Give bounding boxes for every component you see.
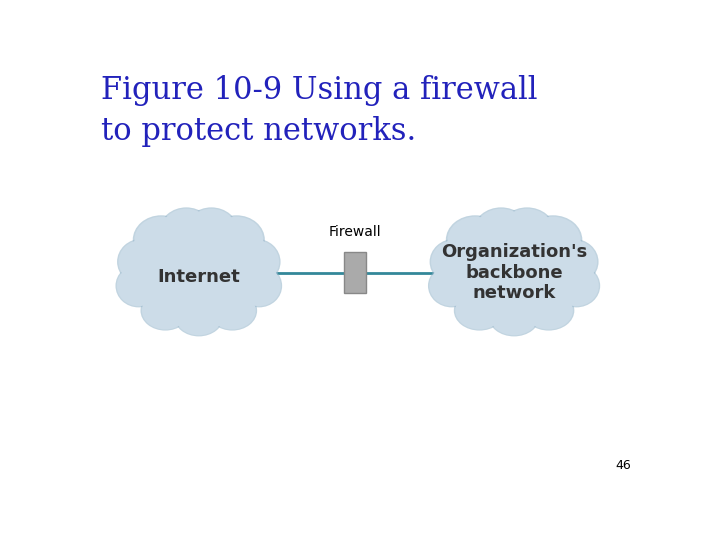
Text: Figure 10-9 Using a firewall
to protect networks.: Figure 10-9 Using a firewall to protect … [101,75,538,147]
Ellipse shape [500,207,554,254]
Ellipse shape [431,240,480,284]
Ellipse shape [488,296,540,336]
Text: Organization's
backbone
network: Organization's backbone network [441,243,588,302]
Ellipse shape [526,217,580,263]
Ellipse shape [547,239,598,285]
Ellipse shape [238,266,281,306]
Ellipse shape [448,217,580,328]
Ellipse shape [501,208,553,252]
Ellipse shape [160,207,213,254]
Ellipse shape [135,217,263,328]
Text: Internet: Internet [158,268,240,286]
Ellipse shape [554,266,599,306]
Ellipse shape [475,208,527,252]
Ellipse shape [231,239,281,285]
Ellipse shape [115,264,161,307]
Ellipse shape [490,298,539,335]
Ellipse shape [117,266,161,306]
Text: Firewall: Firewall [329,225,382,239]
Ellipse shape [186,208,236,252]
Ellipse shape [452,220,576,325]
Ellipse shape [448,217,503,263]
Ellipse shape [523,291,575,330]
Ellipse shape [185,207,238,254]
Ellipse shape [523,215,582,265]
Ellipse shape [132,215,189,265]
Ellipse shape [142,292,189,329]
Ellipse shape [236,264,282,307]
Ellipse shape [474,207,528,254]
Ellipse shape [446,215,505,265]
Ellipse shape [454,291,505,330]
Ellipse shape [161,208,212,252]
Ellipse shape [135,217,188,263]
Ellipse shape [455,292,504,329]
Ellipse shape [117,239,167,285]
Ellipse shape [429,266,474,306]
Ellipse shape [208,215,265,265]
Ellipse shape [428,264,476,307]
Ellipse shape [174,296,224,336]
Ellipse shape [119,240,166,284]
Ellipse shape [233,240,279,284]
Ellipse shape [552,264,600,307]
Ellipse shape [210,217,264,263]
Ellipse shape [524,292,573,329]
Ellipse shape [138,220,259,325]
Text: 46: 46 [616,460,631,472]
Ellipse shape [430,239,481,285]
Ellipse shape [207,291,257,330]
Ellipse shape [176,298,222,335]
Ellipse shape [140,291,190,330]
Ellipse shape [549,240,597,284]
Ellipse shape [209,292,256,329]
Bar [344,252,366,294]
